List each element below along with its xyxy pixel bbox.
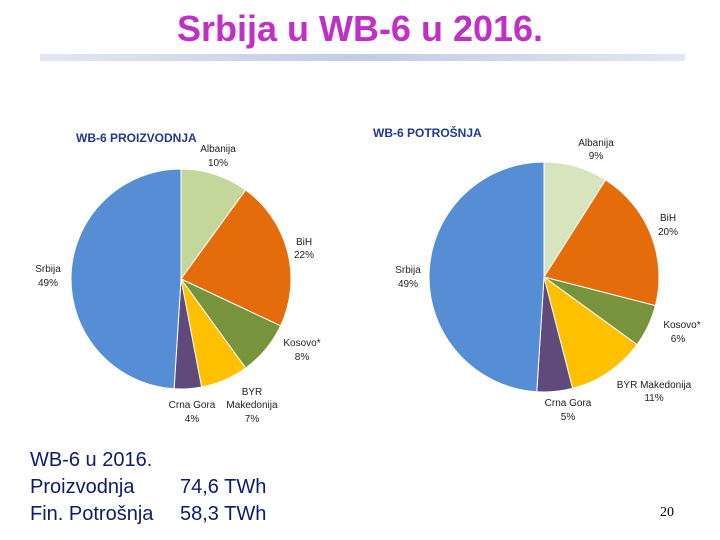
summary-value: 58,3 TWh (180, 503, 267, 525)
production-label-bih-value: 22% (294, 250, 314, 261)
production-label-byr-value: 7% (245, 414, 260, 425)
consumption-pie-chart: WB-6 POTROŠNJA Albanija 9% BiH 20% Kosov… (373, 125, 701, 423)
consumption-slice-bih (543, 179, 660, 307)
production-label-crnagora-value: 4% (185, 414, 200, 425)
production-label-kosovo-value: 8% (295, 352, 310, 363)
consumption-label-albanija-name: Albanija (578, 138, 614, 149)
summary-block: WB-6 u 2016. Proizvodnja 74,6 TWh Fin. Po… (30, 447, 266, 528)
consumption-label-byr-name: BYR Makedonija (617, 380, 692, 391)
page-number: 20 (660, 505, 674, 520)
consumption-label-kosovo-name: Kosovo* (663, 320, 700, 331)
summary-row-consumption: Fin. Potrošnja 58,3 TWh (30, 501, 266, 528)
summary-label: Fin. Potrošnja (30, 503, 154, 525)
production-label-albanija-value: 10% (208, 158, 228, 169)
consumption-label-kosovo-value: 6% (671, 334, 686, 345)
summary-value: 74,6 TWh (180, 476, 267, 498)
consumption-label-srbija-value: 49% (398, 279, 418, 290)
production-label-crnagora-name: Crna Gora (169, 400, 216, 411)
consumption-pie-slices (428, 161, 660, 393)
production-label-albanija-name: Albanija (200, 144, 236, 155)
consumption-label-srbija-name: Srbija (395, 265, 421, 276)
consumption-label-bih-value: 20% (658, 227, 678, 238)
production-pie-slices (70, 168, 292, 390)
consumption-label-albanija-value: 9% (589, 151, 604, 162)
summary-row-production: Proizvodnja 74,6 TWh (30, 474, 266, 501)
production-label-bih-name: BiH (296, 237, 312, 248)
production-label-kosovo-name: Kosovo* (283, 338, 320, 349)
consumption-label-byr-value: 11% (644, 393, 663, 404)
consumption-label-crnagora-name: Crna Gora (545, 398, 592, 409)
production-label-srbija-value: 49% (38, 278, 58, 289)
production-label-byr-name-line1: BYR (242, 387, 263, 398)
consumption-pie-title: WB-6 POTROŠNJA (373, 125, 482, 140)
consumption-slice-srbija (428, 161, 545, 393)
summary-heading: WB-6 u 2016. (30, 449, 153, 471)
title-divider (40, 54, 685, 61)
consumption-label-crnagora-value: 5% (561, 412, 576, 423)
production-label-srbija-name: Srbija (35, 264, 61, 275)
production-pie-title: WB-6 PROIZVODNJA (76, 131, 197, 145)
summary-label: Proizvodnja (30, 476, 135, 498)
consumption-label-bih-name: BiH (660, 213, 676, 224)
production-label-byr-name-line2: Makedonija (226, 400, 278, 411)
slide-title: Srbija u WB-6 u 2016. (176, 8, 544, 49)
production-pie-chart: WB-6 PROIZVODNJA Albanija 10% BiH 22% Ko… (35, 131, 321, 425)
production-slice-srbija (70, 168, 182, 390)
consumption-slice-byr-makedonija (543, 275, 638, 389)
